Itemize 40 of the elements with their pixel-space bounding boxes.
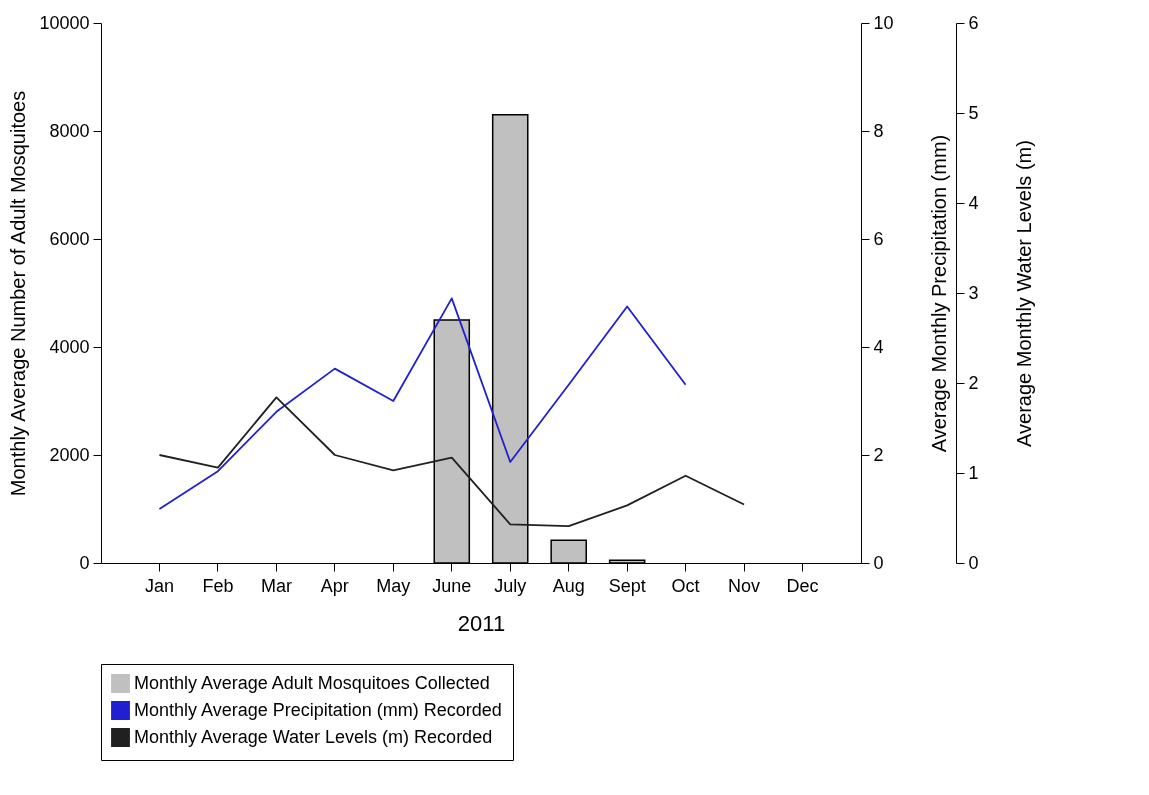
legend-label: Monthly Average Water Levels (m) Recorded <box>134 726 493 747</box>
y-tick-label: 8000 <box>49 120 90 141</box>
y2-tick-label: 0 <box>873 552 884 573</box>
y3-axis-title: Average Monthly Water Levels (m) <box>1012 140 1035 447</box>
y-tick-label: 10000 <box>39 12 90 33</box>
y-tick-label: 6000 <box>49 228 90 249</box>
x-tick-label: Oct <box>671 575 700 596</box>
legend-label: Monthly Average Adult Mosquitoes Collected <box>134 672 490 693</box>
line-series <box>158 396 745 527</box>
x-tick-label: Mar <box>260 575 292 596</box>
y-tick-label: 0 <box>79 552 90 573</box>
x-tick-label: Apr <box>320 575 349 596</box>
y3-tick-label: 5 <box>968 102 979 123</box>
x-tick-label: May <box>376 575 411 596</box>
y2-tick-label: 10 <box>873 12 894 33</box>
x-tick-label: July <box>494 575 527 596</box>
y3-tick-label: 0 <box>968 552 979 573</box>
x-tick-label: Jan <box>144 575 174 596</box>
y-axis-title: Monthly Average Number of Adult Mosquitoes <box>7 90 30 497</box>
y-tick-label: 4000 <box>49 336 90 357</box>
x-tick-label: Dec <box>786 575 819 596</box>
x-tick-label: Aug <box>552 575 585 596</box>
x-tick-label: June <box>432 575 472 596</box>
y2-tick-label: 6 <box>873 228 884 249</box>
y3-tick-label: 4 <box>968 192 979 213</box>
y2-tick-label: 8 <box>873 120 884 141</box>
y-tick-label: 2000 <box>49 444 90 465</box>
y2-tick-label: 2 <box>873 444 884 465</box>
y3-tick-label: 6 <box>968 12 979 33</box>
x-axis-title: 2011 <box>457 610 506 636</box>
line-series <box>158 297 687 510</box>
x-tick-label: Nov <box>728 575 761 596</box>
x-tick-label: Feb <box>202 575 234 596</box>
legend-label: Monthly Average Precipitation (mm) Recorded <box>134 699 502 720</box>
y3-tick-label: 3 <box>968 282 979 303</box>
y3-tick-label: 2 <box>968 372 979 393</box>
y3-tick-label: 1 <box>968 462 979 483</box>
x-tick-label: Sept <box>608 575 646 596</box>
y2-axis-title: Average Monthly Precipitation (mm) <box>927 134 950 453</box>
y2-tick-label: 4 <box>873 336 884 357</box>
